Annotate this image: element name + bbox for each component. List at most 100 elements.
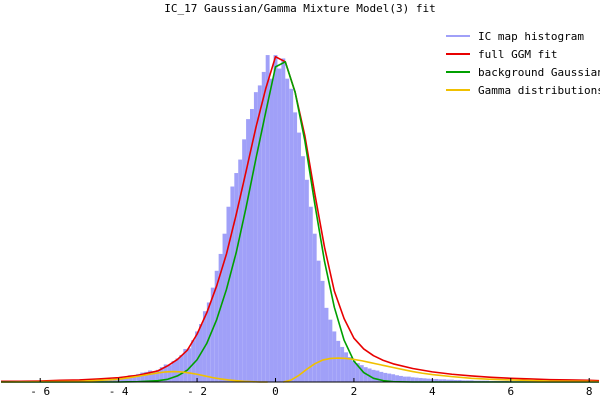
legend-label: full GGM fit [478,48,557,61]
histogram-bar [438,379,443,382]
x-tick-label: 0 [272,385,279,398]
histogram-bar [175,358,180,382]
histogram-bar [457,379,462,382]
histogram-bar [446,379,450,382]
histogram-bar [371,369,376,382]
histogram-bar [348,357,352,382]
histogram-bar [148,370,152,382]
histogram-bar [187,348,192,382]
chart-title: IC_17 Gaussian/Gamma Mixture Model(3) fi… [164,2,436,15]
histogram-bar [238,159,243,382]
legend-label: IC map histogram [478,30,584,43]
histogram-bar [387,373,392,382]
histogram-bar [144,371,149,382]
series-line-gamma-distributions [283,357,600,383]
histogram-bar [410,377,415,382]
histogram-bar [163,364,168,382]
x-tick-label: 4 [429,385,436,398]
histogram-bar [246,119,250,383]
series-line-gamma-distributions [0,370,268,383]
histogram-bar [140,372,145,382]
histogram-bar [155,369,160,382]
histogram-bar [136,373,141,382]
histogram-bar [391,374,396,382]
histogram-bar [308,206,313,382]
histogram-bar [191,340,196,382]
histogram-bar [426,378,431,382]
histogram-bar [300,156,305,382]
histogram-bar [418,377,423,382]
histogram-bar [273,55,278,382]
histogram-bar [226,206,231,382]
histogram-bar [218,253,223,382]
histogram-bar [344,352,349,382]
histogram-bar [159,367,164,382]
histogram-bar [414,377,419,382]
histogram-bar [269,78,274,383]
histogram-bar [328,319,333,382]
histogram-bar [250,109,254,382]
histogram-bar [461,380,466,382]
histogram-bar [442,379,447,382]
histogram-bar [402,376,407,382]
histogram-bar [179,355,184,382]
histogram-bar [183,348,188,382]
histogram-bar [285,78,290,383]
series-line-background-gaussian [1,61,599,383]
legend: IC map histogram full GGM fit background G… [446,30,600,97]
histogram-bar [230,186,235,382]
histogram-bar [210,287,215,382]
histogram-bar [257,85,262,382]
histogram-bar [132,375,137,382]
histogram-bar [332,331,337,382]
histogram-bar [406,376,411,382]
histogram-bar [422,378,427,382]
histogram-bar [383,372,388,382]
histogram-bar [289,88,294,382]
histogram-bar [375,370,380,382]
histogram-bar [124,376,129,382]
legend-label: background Gaussian [478,66,600,79]
histogram-bar [340,346,345,382]
fit-curves [0,55,600,383]
histogram-bar [320,280,325,382]
x-tick-label: - 6 [30,385,50,398]
histogram-bar [277,68,282,382]
x-tick-label: 8 [586,385,593,398]
x-axis: - 6 - 4 - 2 0 2 4 6 8 [1,378,599,398]
x-tick-label: - 2 [187,385,207,398]
histogram-bar [434,378,439,382]
histogram-bar [316,260,321,382]
histogram-bar [265,55,270,382]
histogram-bar [222,233,227,382]
histogram-bar [281,58,286,382]
histogram-bar [167,365,172,382]
histogram-bar [312,233,317,382]
histogram-bars [77,55,552,383]
x-tick-label: 2 [351,385,358,398]
histogram-bar [253,92,258,383]
histogram-bar [395,375,400,382]
histogram-bar [214,270,219,382]
histogram-bar [336,340,341,382]
histogram-bar [359,365,364,382]
histogram-bar [304,179,309,382]
histogram-bar [206,302,211,382]
legend-label: Gamma distributions [478,84,600,97]
histogram-bar [465,380,470,382]
histogram-bar [242,139,247,382]
histogram-bar [453,379,458,382]
histogram-bar [128,375,133,382]
histogram-bar [324,307,329,382]
histogram-bar [351,361,356,382]
histogram-bar [234,173,239,382]
histogram-bar [151,371,156,382]
x-tick-label: 6 [507,385,514,398]
histogram-bar [379,371,384,382]
histogram-bar [195,331,200,382]
histogram-bar [120,377,125,382]
histogram-bar [469,380,474,382]
x-tick-label: - 4 [109,385,129,398]
histogram-bar [261,71,266,383]
